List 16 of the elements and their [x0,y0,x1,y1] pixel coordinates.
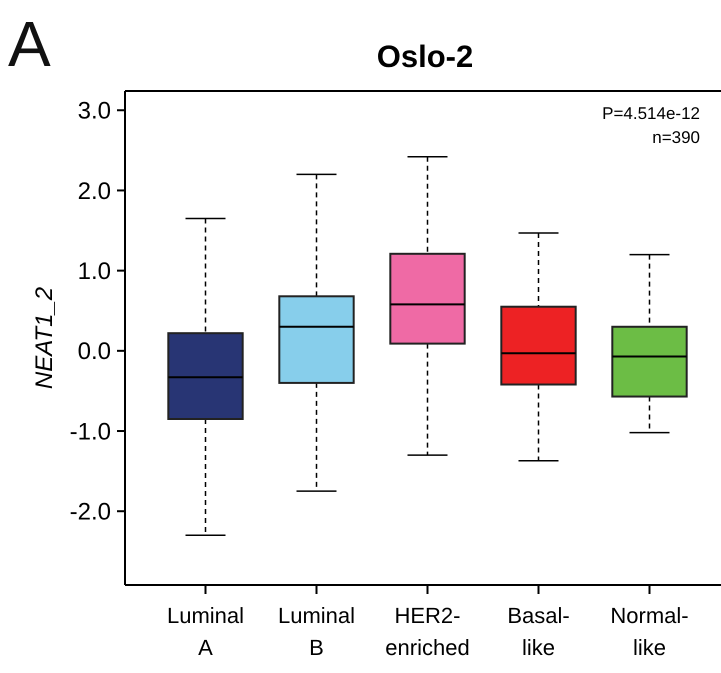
text: A [8,8,51,80]
annotation: n=390 [652,128,700,147]
x-tick-label: Luminal A [166,603,244,660]
y-tick-label: 1.0 [78,258,111,286]
x-tick-label: HER2- enriched [385,603,470,660]
y-tick-label: 2.0 [78,178,111,205]
chart-title: Oslo-2 [376,39,474,74]
x-tick-label: Normal- like [610,603,689,660]
y-tick-label: -2.0 [70,498,111,526]
y-tick-label: 0.0 [78,338,111,366]
y-tick-label: -1.0 [70,418,111,446]
x-tick-label: Basal- like [507,603,570,660]
x-tick-label: Luminal B [278,603,356,660]
annotation: P=4.514e-12 [602,104,700,123]
y-axis-title: NEAT1_2 [31,286,58,390]
y-tick-label: 3.0 [78,98,111,125]
